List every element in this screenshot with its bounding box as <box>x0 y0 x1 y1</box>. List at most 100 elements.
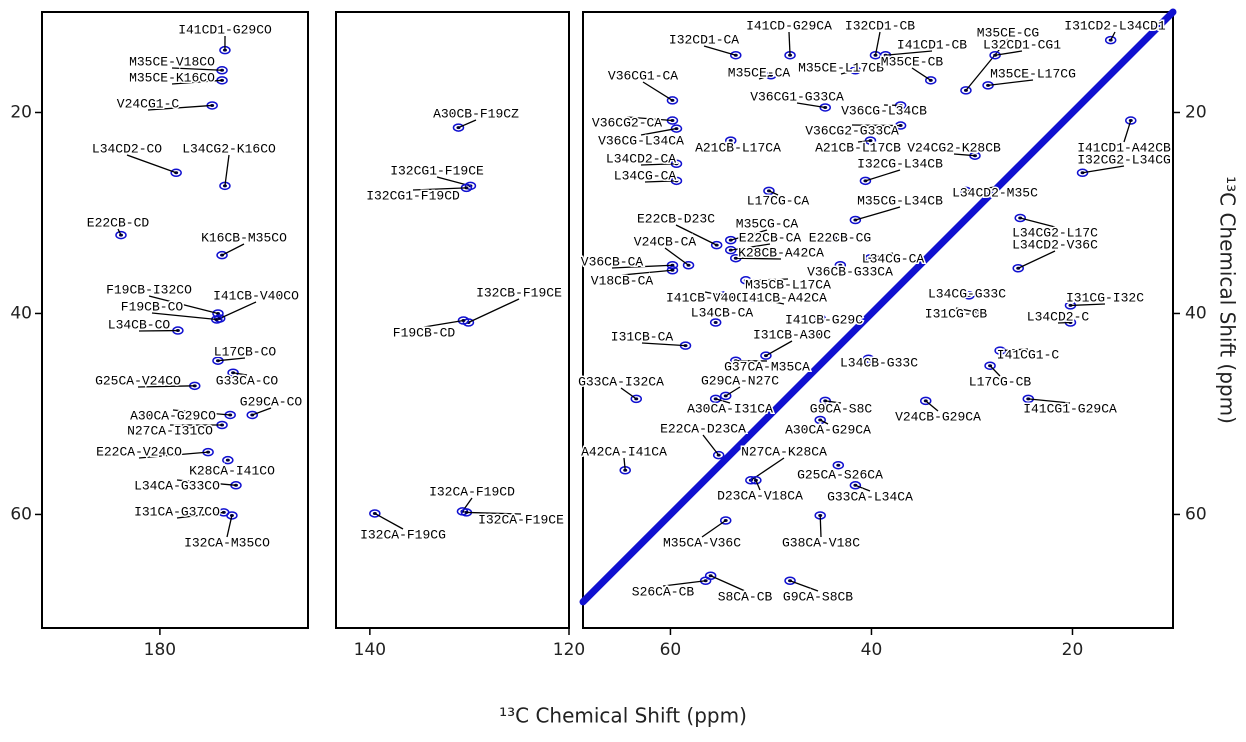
leader-line <box>675 224 717 246</box>
peak-contour <box>709 394 722 404</box>
peak-label: I41CB-A42CA <box>741 290 827 305</box>
peak-contour <box>765 71 777 80</box>
leader-line <box>458 119 477 129</box>
leader-line <box>955 307 979 314</box>
leader-line <box>725 386 741 397</box>
peak-contour <box>246 410 258 420</box>
peak-core <box>966 293 971 297</box>
peak-label: I31CD2-L34CD1 <box>1064 18 1166 33</box>
leader-line <box>965 186 996 192</box>
peak-label: I31CG-CB <box>925 306 988 321</box>
peak-label: A21CB-L17CB <box>815 140 901 155</box>
peak-label: G29CA-N27C <box>701 373 779 388</box>
peak-contour <box>919 396 932 406</box>
leader-line <box>226 515 233 538</box>
peak-contour <box>925 76 937 85</box>
peak-label: M35CE-CA <box>728 65 791 80</box>
peak-label: A30CA-G29CA <box>785 422 871 437</box>
leader-line <box>623 457 626 471</box>
leader-line <box>626 116 673 122</box>
leader-line <box>644 180 677 183</box>
peak-label: L17CG-CB <box>969 374 1032 389</box>
peak-label: V36CB-CA <box>581 254 644 269</box>
peak-contour <box>115 230 127 240</box>
leader-line <box>994 50 1023 56</box>
leader-line <box>788 31 791 56</box>
x-tick-label: 60 <box>660 640 682 660</box>
peak-label: L34CD2-C <box>1027 309 1090 324</box>
leader-line <box>735 257 782 260</box>
leader-line <box>176 511 224 519</box>
peak-contour <box>226 511 238 520</box>
peak-label: E22CA-V24CO <box>96 444 182 459</box>
peak-contour <box>849 215 862 225</box>
peak-contour <box>670 124 683 133</box>
leader-line <box>855 484 871 492</box>
leader-line <box>423 319 464 328</box>
peak-label: I31CG-I32C <box>1066 290 1144 305</box>
leader-line <box>796 102 826 109</box>
peak-core <box>728 139 733 143</box>
peak-label: I41CD-G29CA <box>746 18 832 33</box>
peak-core <box>836 463 841 467</box>
leader-line <box>466 511 522 515</box>
peak-contour <box>750 476 762 485</box>
peak-label: V18CB-CA <box>591 273 654 288</box>
peak-contour <box>725 235 737 245</box>
peak-label: I32CG2-L34CG <box>1077 152 1171 167</box>
peak-label: G37CA-M35CA <box>724 359 810 374</box>
peak-label: S8CA-CB <box>718 589 773 604</box>
y-tick-label: 20 <box>1185 102 1207 122</box>
peak-contour <box>710 240 723 250</box>
peak-contour <box>212 309 224 318</box>
peak-label: L34CB-G33C <box>840 355 918 370</box>
leader-line <box>745 278 789 281</box>
leader-line <box>1110 31 1116 41</box>
peak-label: V36CG2-G33CA <box>805 123 899 138</box>
peak-label: E22CB-CA <box>739 230 802 245</box>
leader-line <box>702 434 720 456</box>
peak-contour <box>849 66 862 75</box>
peak-label: K16CB-M35CO <box>201 230 287 245</box>
leader-line <box>232 372 248 376</box>
peak-label: A30CA-I31CA <box>687 401 773 416</box>
peak-label: M35CG-L34CB <box>857 193 943 208</box>
peak-contour <box>763 186 775 196</box>
peak-label: A30CA-G29CO <box>130 408 216 423</box>
leader-line <box>885 50 933 56</box>
peak-label: I32CA-F19CG <box>360 527 446 542</box>
leader-line <box>138 451 209 459</box>
peak-contour <box>784 576 796 586</box>
leader-line <box>755 480 761 491</box>
leader-line <box>412 187 467 191</box>
peak-core <box>818 316 823 320</box>
leader-line <box>137 385 195 388</box>
leader-line <box>857 139 871 143</box>
leader-line <box>219 301 257 320</box>
peak-contour <box>457 316 470 325</box>
peak-contour <box>819 396 831 406</box>
peak-label: M35CE-CB <box>881 54 944 69</box>
leader-line <box>989 365 1001 377</box>
peak-contour <box>170 168 182 178</box>
peak-label: I32CA-F19CE <box>478 512 564 527</box>
leader-line <box>1020 217 1056 228</box>
x-axis-label: ¹³C Chemical Shift (ppm) <box>499 704 747 728</box>
leader-line <box>148 295 219 315</box>
peak-contour <box>960 86 972 95</box>
peak-contour <box>369 509 381 518</box>
peak-core <box>838 263 843 267</box>
leader-line <box>1000 348 1029 352</box>
peak-contour <box>682 260 695 270</box>
peak-contour <box>709 318 722 327</box>
peak-label: G33CA-I32CA <box>578 374 664 389</box>
leader-line <box>640 127 677 136</box>
peak-label: L34CA-G33CO <box>134 478 220 493</box>
peak-core <box>833 236 838 240</box>
peak-label: V36CG1-G33CA <box>750 89 844 104</box>
peak-label: M35CE-V18CO <box>129 54 215 69</box>
peak-label: L34CB-CA <box>691 305 754 320</box>
peak-label: I32CD1-CA <box>669 32 739 47</box>
peak-label: V36CG1-CA <box>608 68 678 83</box>
peak-contour <box>864 253 877 263</box>
